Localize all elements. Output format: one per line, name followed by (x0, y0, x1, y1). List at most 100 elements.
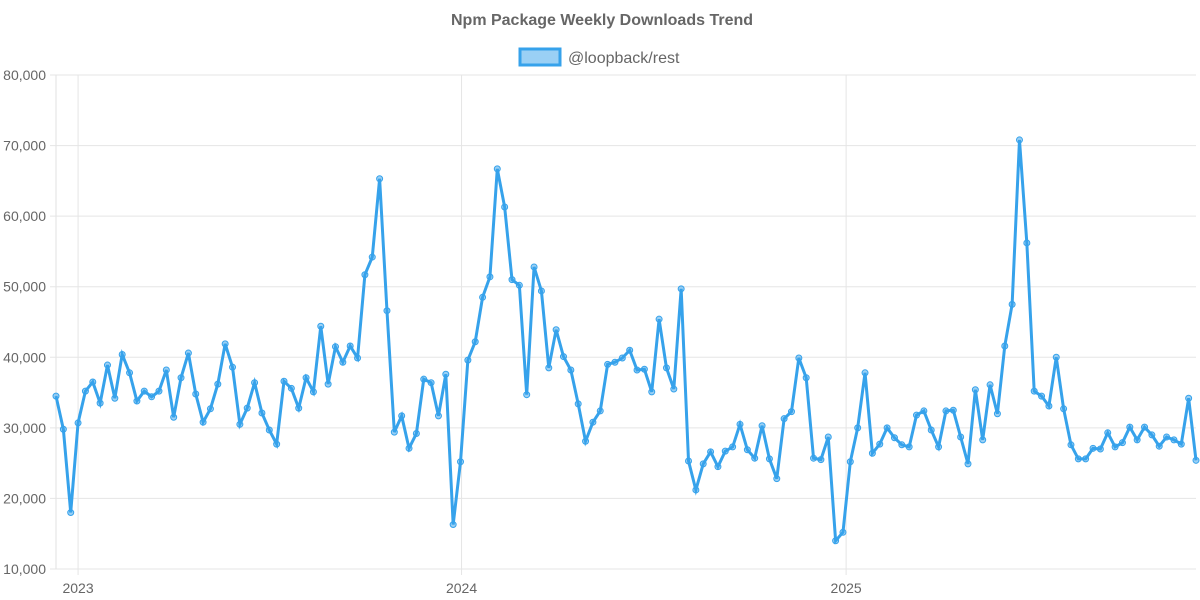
data-point[interactable] (1148, 431, 1156, 439)
data-point[interactable] (464, 356, 472, 364)
data-point[interactable] (177, 374, 185, 382)
data-point[interactable] (111, 394, 119, 402)
data-point[interactable] (317, 322, 325, 330)
data-point[interactable] (1192, 456, 1200, 464)
data-point[interactable] (493, 165, 501, 173)
data-point[interactable] (920, 407, 928, 415)
data-point[interactable] (442, 370, 450, 378)
data-point[interactable] (221, 340, 229, 348)
data-point[interactable] (721, 447, 729, 455)
data-point[interactable] (868, 449, 876, 457)
data-point[interactable] (913, 411, 921, 419)
data-point[interactable] (559, 353, 567, 361)
data-point[interactable] (1111, 443, 1119, 451)
data-point[interactable] (133, 397, 141, 405)
data-point[interactable] (287, 384, 295, 392)
legend[interactable]: @loopback/rest (518, 47, 680, 67)
data-point[interactable] (986, 381, 994, 389)
data-point[interactable] (589, 418, 597, 426)
data-point[interactable] (810, 454, 818, 462)
data-point[interactable] (81, 387, 89, 395)
data-point[interactable] (949, 406, 957, 414)
data-point[interactable] (184, 349, 192, 357)
data-point[interactable] (199, 418, 207, 426)
data-point[interactable] (162, 366, 170, 374)
data-point[interactable] (1060, 405, 1068, 413)
data-point[interactable] (626, 346, 634, 354)
data-point[interactable] (729, 443, 737, 451)
data-point[interactable] (1089, 444, 1097, 452)
data-point[interactable] (354, 354, 362, 362)
data-point[interactable] (883, 424, 891, 432)
data-point[interactable] (1038, 392, 1046, 400)
data-point[interactable] (662, 364, 670, 372)
data-point[interactable] (74, 419, 82, 427)
data-point[interactable] (1170, 436, 1178, 444)
data-point[interactable] (515, 281, 523, 289)
data-point[interactable] (935, 443, 943, 451)
data-point[interactable] (699, 460, 707, 468)
data-point[interactable] (618, 354, 626, 362)
data-point[interactable] (898, 441, 906, 449)
data-point[interactable] (979, 436, 987, 444)
data-point[interactable] (155, 387, 163, 395)
data-point[interactable] (743, 446, 751, 454)
data-point[interactable] (890, 434, 898, 442)
data-point[interactable] (1015, 136, 1023, 144)
data-point[interactable] (67, 509, 75, 517)
data-point[interactable] (537, 287, 545, 295)
data-point[interactable] (427, 379, 435, 387)
data-point[interactable] (236, 420, 244, 428)
data-point[interactable] (780, 415, 788, 423)
data-point[interactable] (971, 386, 979, 394)
data-point[interactable] (118, 350, 126, 358)
data-point[interactable] (390, 428, 398, 436)
data-point[interactable] (434, 412, 442, 420)
data-point[interactable] (1030, 387, 1038, 395)
data-point[interactable] (508, 276, 516, 284)
data-point[interactable] (59, 425, 67, 433)
data-point[interactable] (640, 365, 648, 373)
data-point[interactable] (251, 379, 259, 387)
data-point[interactable] (655, 315, 663, 323)
data-point[interactable] (648, 388, 656, 396)
data-point[interactable] (552, 326, 560, 334)
data-point[interactable] (567, 366, 575, 374)
data-point[interactable] (258, 409, 266, 417)
data-point[interactable] (685, 457, 693, 465)
data-point[interactable] (368, 253, 376, 261)
data-point[interactable] (1052, 353, 1060, 361)
data-point[interactable] (1118, 439, 1126, 447)
data-point[interactable] (479, 293, 487, 301)
data-point[interactable] (802, 374, 810, 382)
data-point[interactable] (596, 407, 604, 415)
data-point[interactable] (361, 271, 369, 279)
data-point[interactable] (346, 342, 354, 350)
data-point[interactable] (1177, 440, 1185, 448)
data-point[interactable] (309, 388, 317, 396)
data-point[interactable] (574, 400, 582, 408)
data-point[interactable] (1067, 441, 1075, 449)
data-point[interactable] (280, 377, 288, 385)
data-point[interactable] (52, 392, 60, 400)
data-point[interactable] (765, 455, 773, 463)
data-point[interactable] (140, 387, 148, 395)
data-point[interactable] (670, 385, 678, 393)
data-point[interactable] (206, 405, 214, 413)
data-point[interactable] (692, 486, 700, 494)
data-point[interactable] (736, 420, 744, 428)
data-point[interactable] (273, 440, 281, 448)
data-point[interactable] (523, 391, 531, 399)
data-point[interactable] (1001, 342, 1009, 350)
data-point[interactable] (405, 444, 413, 452)
data-point[interactable] (861, 369, 869, 377)
data-point[interactable] (957, 433, 965, 441)
data-point[interactable] (148, 393, 156, 401)
data-point[interactable] (265, 426, 273, 434)
data-point[interactable] (383, 307, 391, 315)
data-point[interactable] (751, 454, 759, 462)
data-point[interactable] (126, 369, 134, 377)
data-point[interactable] (1045, 402, 1053, 410)
data-point[interactable] (103, 361, 111, 369)
data-point[interactable] (817, 456, 825, 464)
